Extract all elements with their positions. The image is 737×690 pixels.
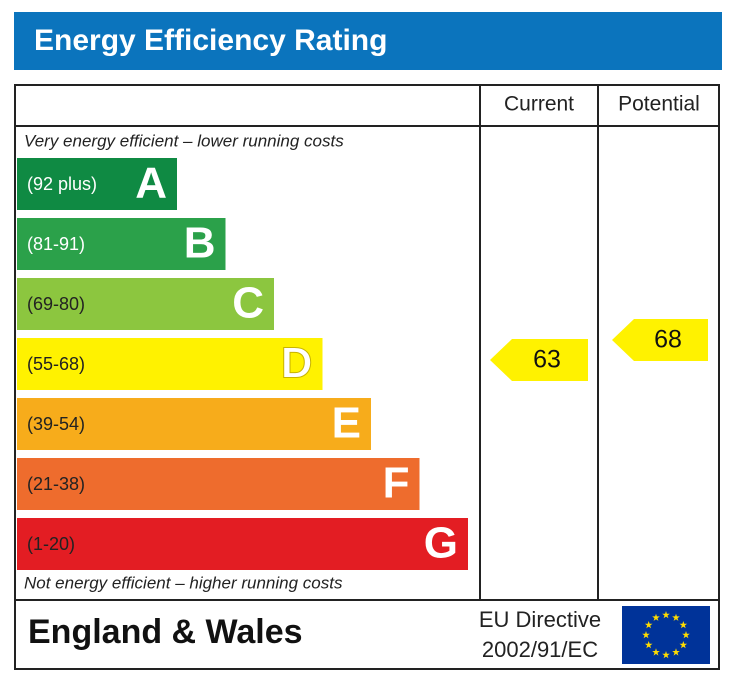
band (17, 218, 226, 270)
bottom-note: Not energy efficient – higher running co… (24, 573, 343, 592)
band-range: (55-68) (27, 354, 85, 374)
band (17, 338, 323, 390)
band-range: (69-80) (27, 294, 85, 314)
star (644, 621, 653, 629)
star (652, 648, 660, 656)
region: England & Wales (28, 613, 303, 651)
star (672, 613, 680, 621)
title: Energy Efficiency Rating (34, 24, 387, 57)
band (17, 158, 177, 210)
rating-value: 68 (654, 326, 682, 354)
directive: EU Directive (479, 607, 601, 632)
band (17, 278, 274, 330)
band-range: (39-54) (27, 414, 85, 434)
band-letter: B (184, 219, 216, 268)
top-note: Very energy efficient – lower running co… (24, 131, 344, 150)
star (682, 631, 690, 639)
band-letter: C (232, 279, 264, 328)
band-range: (81-91) (27, 234, 85, 254)
star (644, 641, 653, 649)
band-range: (1-20) (27, 534, 75, 554)
star (642, 631, 650, 639)
rating-value: 63 (533, 346, 561, 374)
rating-arrow (612, 319, 708, 361)
band-letter: E (332, 399, 361, 448)
directive: 2002/91/EC (482, 637, 598, 662)
star (679, 621, 688, 629)
star (652, 613, 660, 621)
column-header: Potential (618, 93, 700, 116)
star (679, 641, 688, 649)
band-range: (21-38) (27, 474, 85, 494)
band-letter: A (135, 159, 167, 208)
band (17, 518, 468, 570)
rating-arrow (490, 339, 588, 381)
band (17, 458, 420, 510)
band-letter: D (281, 339, 313, 388)
star (662, 611, 670, 619)
column-header: Current (504, 93, 574, 116)
frame (14, 84, 720, 670)
eu-stars (642, 611, 690, 659)
star (672, 648, 680, 656)
band-range: (92 plus) (27, 174, 97, 194)
band-letter: F (383, 459, 410, 508)
band (17, 398, 371, 450)
star (662, 651, 670, 659)
band-letter: G (424, 519, 458, 568)
title-bar (14, 12, 722, 70)
